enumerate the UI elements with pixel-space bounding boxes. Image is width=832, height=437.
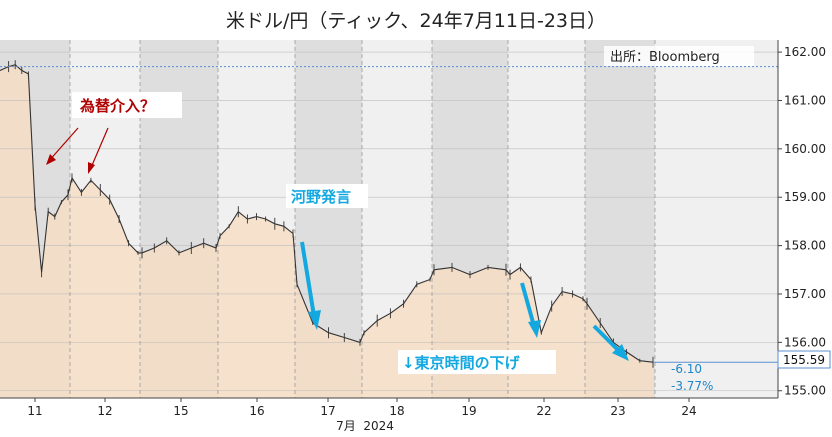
- source-label-bg: [604, 46, 754, 66]
- x-tick-label-5: 18: [389, 404, 404, 418]
- y-tick-label-0: 155.00: [784, 384, 826, 398]
- annotation-kono: 河野発言: [286, 184, 368, 330]
- annotation-intervention-arrowhead-1: [46, 154, 56, 165]
- x-axis-label: 7月 2024: [336, 419, 394, 433]
- annotation-kono-arrowhead: [308, 310, 321, 330]
- price-area-fill: [0, 64, 653, 398]
- x-tick-label-1: 12: [97, 404, 112, 418]
- x-tick-label-8: 23: [610, 404, 625, 418]
- y-tick-label-6: 161.00: [784, 93, 826, 107]
- annotation-kono-arrow: [300, 241, 316, 317]
- change-points-label: -6.10: [671, 362, 702, 376]
- reference-line-layer: [0, 66, 778, 363]
- y-axis-ticks: 155.00 156.00 157.00 158.00 159.00 160.00 161.…: [778, 45, 826, 398]
- x-tick-label-0: 11: [27, 404, 42, 418]
- last-value-label: 155.59: [783, 353, 825, 367]
- annotation-tokyo-text: ↓東京時間の下げ: [402, 354, 521, 372]
- annotation-intervention-arrow-1: [47, 127, 79, 163]
- x-tick-label-3: 16: [249, 404, 264, 418]
- annotation-kono-text: 河野発言: [291, 188, 351, 206]
- annotation-tokyo-arrowhead-2: [612, 344, 629, 361]
- annotation-tokyo-arrow-1: [520, 282, 536, 327]
- y-tick-label-3: 158.00: [784, 239, 826, 253]
- annotation-intervention-text: 為替介入？: [79, 97, 155, 115]
- x-tick-label-6: 19: [461, 404, 476, 418]
- annotation-intervention-bg: [72, 92, 182, 118]
- annotation-tokyo-bg: [398, 350, 556, 374]
- y-tick-label-4: 159.00: [784, 190, 826, 204]
- x-tick-label-9: 24: [681, 404, 696, 418]
- price-area: [0, 64, 653, 398]
- y-tick-label-2: 157.00: [784, 287, 826, 301]
- chart-title: 米ドル/円（ティック、24年7月11日-23日）: [226, 10, 606, 32]
- change-percent-label: -3.77%: [671, 379, 713, 393]
- annotation-tokyo: ↓東京時間の下げ: [398, 282, 629, 374]
- annotation-intervention: 為替介入？: [46, 92, 182, 174]
- y-tick-label-5: 160.00: [784, 142, 826, 156]
- source-label: 出所：Bloomberg: [610, 50, 720, 65]
- y-tick-label-7: 162.00: [784, 45, 826, 59]
- annotation-tokyo-arrow-2: [592, 324, 622, 354]
- annotation-intervention-arrow-2: [89, 127, 109, 171]
- x-axis-ticks: 11 12 15 16 17 18 19 22 23 24: [27, 398, 697, 418]
- annotation-tokyo-arrowhead-1: [528, 320, 541, 338]
- annotation-intervention-arrowhead-2: [88, 162, 95, 174]
- annotation-kono-bg: [286, 184, 368, 208]
- x-tick-label-2: 15: [173, 404, 188, 418]
- x-tick-label-4: 17: [320, 404, 335, 418]
- last-value-box: [777, 350, 831, 369]
- y-tick-label-1: 156.00: [784, 335, 826, 349]
- session-shade-9: [655, 40, 778, 398]
- x-tick-label-7: 22: [536, 404, 551, 418]
- price-line-layer: [0, 60, 654, 368]
- gridlines: [0, 40, 778, 398]
